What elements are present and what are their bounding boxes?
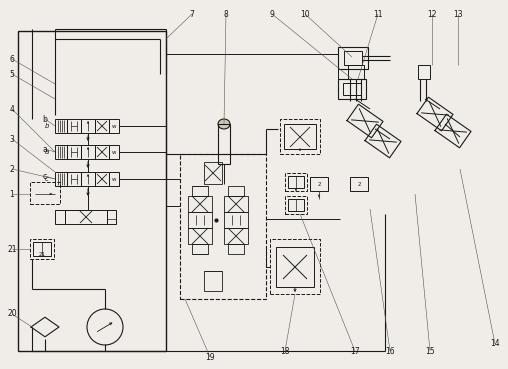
Bar	[18, 31, 166, 351]
Text: 7: 7	[189, 10, 195, 18]
Bar	[288, 176, 304, 188]
Bar	[188, 228, 212, 244]
Text: 3: 3	[10, 134, 14, 144]
Text: 8: 8	[224, 10, 229, 18]
Bar	[109, 172, 119, 186]
Text: 16: 16	[385, 346, 395, 355]
Bar	[204, 271, 222, 291]
Text: 10: 10	[300, 10, 310, 18]
Bar	[109, 119, 119, 133]
Bar	[343, 83, 361, 95]
Bar	[55, 145, 67, 159]
Bar	[218, 124, 230, 164]
Bar	[284, 124, 316, 149]
Bar	[338, 47, 368, 69]
Text: 19: 19	[205, 352, 215, 362]
Text: a: a	[43, 145, 47, 154]
Bar	[338, 79, 366, 99]
Bar	[107, 210, 116, 224]
Text: 1: 1	[10, 190, 14, 199]
Text: 6: 6	[10, 55, 14, 63]
Bar	[81, 119, 95, 133]
Bar	[270, 239, 320, 294]
Bar	[188, 196, 212, 212]
Bar	[204, 162, 222, 184]
Bar	[310, 177, 328, 191]
Bar	[95, 172, 109, 186]
Text: 11: 11	[373, 10, 383, 18]
Text: 2: 2	[318, 182, 321, 186]
Bar	[109, 145, 119, 159]
Bar	[67, 119, 81, 133]
Bar	[33, 242, 51, 256]
Bar	[67, 145, 81, 159]
Text: 2: 2	[357, 182, 361, 186]
Bar	[55, 172, 67, 186]
Bar	[192, 186, 208, 196]
Text: 15: 15	[425, 346, 435, 355]
Text: a: a	[45, 149, 49, 155]
Bar	[224, 212, 248, 228]
Text: w: w	[112, 176, 116, 182]
Bar	[81, 145, 95, 159]
Bar	[350, 177, 368, 191]
Bar	[188, 212, 212, 228]
Bar	[65, 210, 107, 224]
Bar	[55, 119, 67, 133]
Bar	[30, 239, 54, 259]
Bar	[344, 51, 362, 65]
Bar	[418, 65, 430, 79]
Bar	[192, 244, 208, 254]
Text: 4: 4	[10, 104, 14, 114]
Text: 18: 18	[280, 346, 290, 355]
Bar	[180, 154, 266, 299]
Text: 20: 20	[7, 310, 17, 318]
Bar	[55, 210, 65, 224]
Text: w: w	[112, 124, 116, 128]
Text: w: w	[112, 149, 116, 155]
Text: 2: 2	[10, 165, 14, 173]
Text: b: b	[43, 114, 47, 124]
Text: 5: 5	[10, 69, 14, 79]
Bar	[288, 199, 304, 211]
Bar	[67, 172, 81, 186]
Text: 12: 12	[427, 10, 437, 18]
Bar	[95, 119, 109, 133]
Bar	[228, 186, 244, 196]
Ellipse shape	[218, 119, 230, 129]
Bar	[228, 244, 244, 254]
Text: 13: 13	[453, 10, 463, 18]
Text: c: c	[45, 176, 49, 182]
Text: 21: 21	[7, 245, 17, 254]
Text: 9: 9	[270, 10, 274, 18]
Text: 14: 14	[490, 339, 500, 348]
Bar	[285, 173, 307, 191]
Bar	[280, 119, 320, 154]
Bar	[224, 196, 248, 212]
Bar	[95, 145, 109, 159]
Bar	[276, 247, 314, 287]
Bar	[224, 228, 248, 244]
Text: b: b	[45, 123, 49, 129]
Bar	[30, 182, 60, 204]
Bar	[285, 196, 307, 214]
Bar	[348, 65, 364, 79]
Text: 17: 17	[350, 346, 360, 355]
Text: c: c	[43, 172, 47, 180]
Bar	[81, 172, 95, 186]
Text: 21: 21	[39, 252, 46, 256]
